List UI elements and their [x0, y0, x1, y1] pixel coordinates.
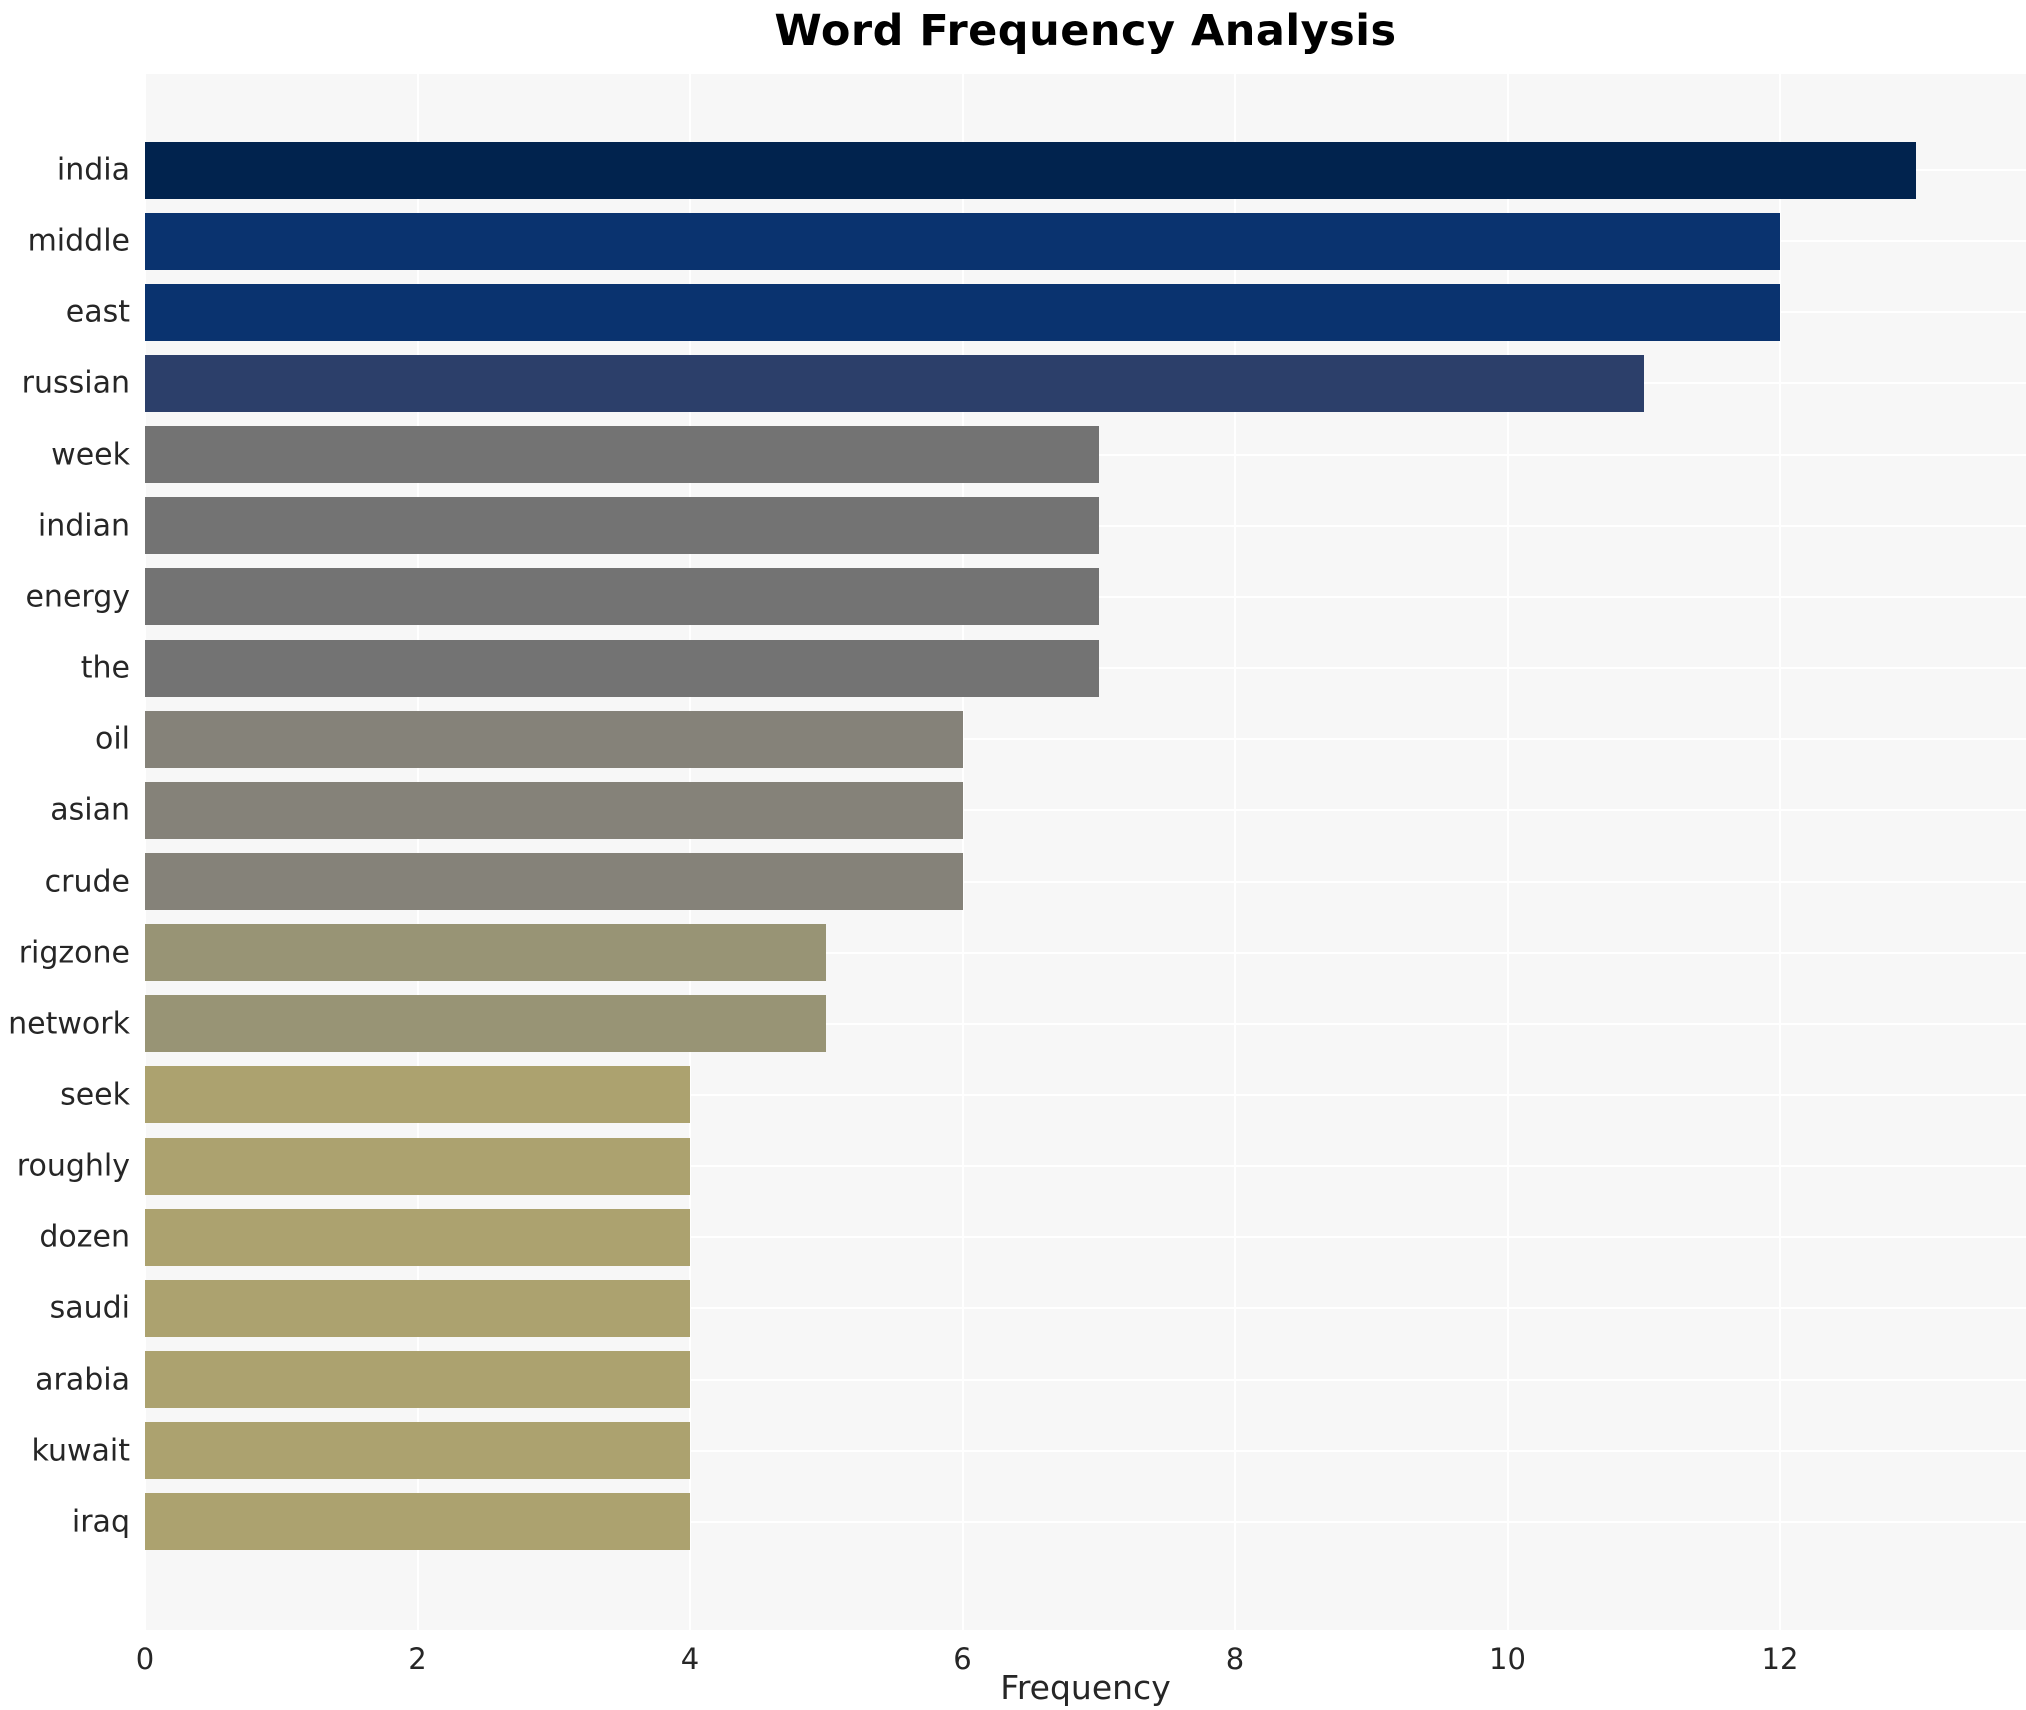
gridline-horizontal: [145, 1520, 2026, 1523]
y-tick-label: kuwait: [31, 1433, 130, 1469]
bar-the: [145, 639, 1099, 697]
gridline-horizontal: [145, 1093, 2026, 1096]
x-tick-label: 6: [953, 1642, 972, 1676]
bar-russian: [145, 354, 1644, 412]
y-tick-label: india: [56, 152, 130, 188]
y-tick-label: oil: [94, 721, 130, 757]
bar-seek: [145, 1066, 690, 1124]
gridline-horizontal: [145, 1236, 2026, 1239]
y-tick-label: crude: [44, 864, 130, 899]
gridline-horizontal: [145, 1307, 2026, 1310]
y-tick-label: dozen: [39, 1219, 130, 1255]
gridline-horizontal: [145, 951, 2026, 954]
bar-oil: [145, 710, 963, 768]
y-tick-label: rigzone: [18, 935, 130, 971]
x-axis-label: Frequency: [1000, 1668, 1171, 1707]
gridline-vertical: [416, 74, 419, 1630]
bar-arabia: [145, 1351, 690, 1409]
bar-rigzone: [145, 924, 827, 982]
gridline-horizontal: [145, 1022, 2026, 1025]
bar-iraq: [145, 1493, 690, 1551]
bar-crude: [145, 853, 963, 910]
y-tick-label: asian: [50, 792, 130, 828]
x-tick-label: 4: [680, 1642, 700, 1676]
plot-area: [144, 74, 2026, 1630]
gridline-vertical: [1779, 74, 1781, 1630]
y-tick-label: iraq: [71, 1504, 130, 1540]
y-tick-label: indian: [37, 508, 130, 544]
bar-dozen: [145, 1208, 690, 1266]
bar-week: [145, 426, 1099, 484]
y-tick-label: roughly: [16, 1148, 130, 1184]
bar-network: [145, 995, 827, 1053]
x-tick-label: 0: [135, 1642, 155, 1676]
y-tick-label: seek: [60, 1077, 130, 1113]
gridline-horizontal: [145, 809, 2026, 812]
y-tick-label: network: [8, 1006, 130, 1042]
bar-energy: [145, 568, 1099, 626]
x-tick-label: 10: [1489, 1642, 1526, 1676]
bar-indian: [145, 497, 1099, 555]
gridline-vertical: [689, 74, 691, 1630]
x-tick-label: 12: [1761, 1642, 1799, 1676]
x-tick-label: 8: [1225, 1642, 1245, 1676]
y-tick-label: week: [51, 437, 130, 473]
bar-east: [145, 283, 1780, 341]
y-tick-label: arabia: [35, 1362, 130, 1398]
y-tick-label: russian: [21, 365, 130, 401]
y-tick-label: east: [65, 294, 130, 330]
y-tick-label: middle: [27, 223, 130, 259]
x-tick-label: 2: [408, 1642, 427, 1676]
gridline-horizontal: [145, 880, 2026, 883]
bar-saudi: [145, 1279, 690, 1337]
bar-asian: [145, 781, 963, 839]
gridline-vertical: [144, 74, 146, 1630]
gridline-horizontal: [145, 1378, 2026, 1381]
bar-roughly: [145, 1137, 690, 1195]
gridline-vertical: [1506, 74, 1509, 1630]
y-tick-label: the: [80, 650, 130, 686]
bar-india: [145, 141, 1917, 199]
gridline-vertical: [961, 74, 964, 1630]
gridline-horizontal: [145, 1449, 2026, 1452]
y-tick-label: saudi: [49, 1290, 130, 1326]
chart-title: Word Frequency Analysis: [774, 6, 1397, 56]
gridline-horizontal: [145, 738, 2026, 741]
gridline-vertical: [1234, 74, 1236, 1630]
y-tick-label: energy: [25, 579, 130, 615]
bar-middle: [145, 212, 1780, 270]
bar-kuwait: [145, 1422, 690, 1480]
gridline-horizontal: [145, 1165, 2026, 1168]
